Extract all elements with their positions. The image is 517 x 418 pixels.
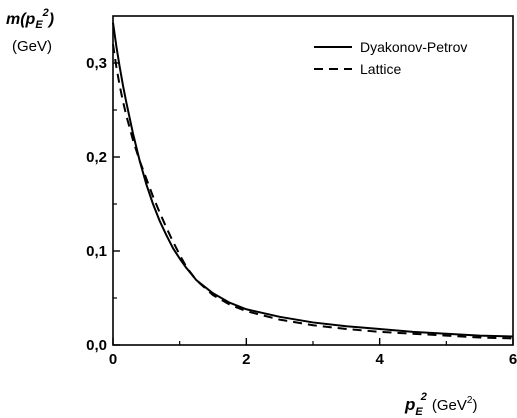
series-group [112, 22, 514, 340]
y-axis-label-sup: 2 [42, 7, 49, 19]
x-tick-label: 0 [109, 351, 117, 368]
x-axis-ticks: 0 2 4 6 [109, 338, 517, 368]
y-axis-label: m(pE2) [6, 7, 54, 31]
x-axis-label-unit: (GeV [432, 397, 467, 414]
plot-frame [112, 15, 514, 346]
legend-label-lattice: Lattice [360, 61, 401, 77]
legend-label-dyakonov-petrov: Dyakonov-Petrov [360, 39, 467, 55]
x-tick-label: 6 [509, 351, 517, 368]
y-tick-label: 0,1 [86, 243, 107, 260]
y-axis-label-close: ) [47, 11, 54, 28]
series-line-lattice [112, 44, 514, 340]
y-axis-label-sub: E [35, 19, 43, 31]
y-tick-label: 0,0 [86, 337, 107, 354]
y-axis-unit: (GeV) [12, 38, 52, 55]
x-axis-label-unit-close: ) [472, 397, 477, 414]
y-axis-ticks: 0,0 0,1 0,2 0,3 [86, 55, 120, 354]
x-axis-label-unit-sup: 2 [467, 395, 473, 406]
y-tick-label: 0,3 [86, 55, 107, 72]
x-tick-label: 2 [242, 351, 250, 368]
y-axis-label-symbol: m(p [6, 11, 36, 28]
x-axis-label-sup: 2 [420, 391, 427, 403]
x-axis-label: pE2 (GeV2) [404, 391, 477, 418]
legend: Dyakonov-Petrov Lattice [314, 39, 467, 77]
series-line-dyakonov-petrov [112, 22, 514, 338]
y-tick-label: 0,2 [86, 149, 107, 166]
x-tick-label: 4 [375, 351, 384, 368]
x-axis-label-sub: E [415, 406, 423, 418]
x-axis-label-symbol: p [404, 395, 415, 414]
